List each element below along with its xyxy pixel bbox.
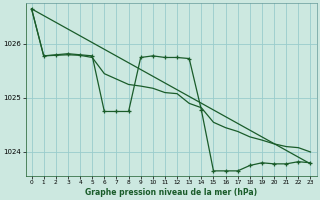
X-axis label: Graphe pression niveau de la mer (hPa): Graphe pression niveau de la mer (hPa)	[85, 188, 257, 197]
